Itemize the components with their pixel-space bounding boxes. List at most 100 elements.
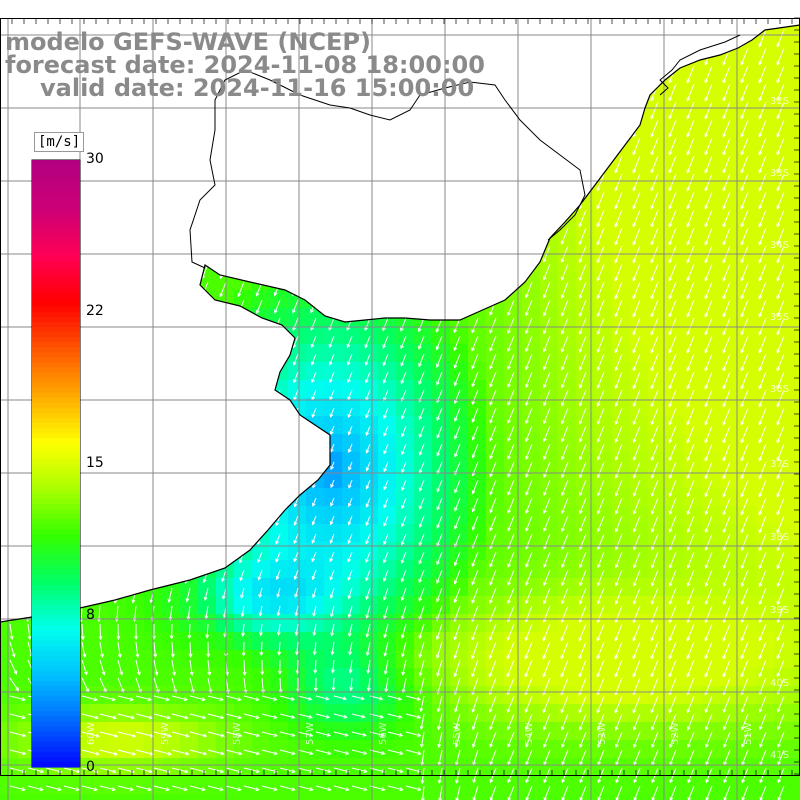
colorbar-step [32, 443, 80, 449]
wind-arrow [741, 713, 749, 731]
wind-arrow [365, 641, 371, 657]
wind-cell [558, 542, 577, 561]
wind-cell [522, 776, 541, 795]
wind-arrow [99, 641, 105, 659]
wind-arrow [668, 695, 677, 714]
wind-cell [270, 704, 289, 723]
wind-arrow [596, 209, 605, 228]
wind-cell [0, 740, 19, 759]
wind-arrow [333, 695, 347, 701]
wind-arrow [632, 695, 641, 714]
wind-arrow [704, 443, 713, 462]
colorbar-step [32, 564, 80, 571]
wind-cell [738, 380, 757, 399]
wind-cell [576, 794, 595, 800]
wind-cell [630, 272, 649, 291]
wind-arrow [81, 641, 87, 658]
wind-arrow [669, 731, 677, 749]
wind-cell [666, 326, 685, 345]
wind-cell [540, 452, 559, 471]
colorbar-step [32, 503, 80, 510]
wind-cell [738, 56, 757, 75]
wind-cell [108, 650, 127, 669]
wind-cell [612, 632, 631, 651]
wind-arrow [614, 497, 623, 515]
wind-arrow [312, 497, 317, 507]
lon-label: 55W [452, 722, 463, 745]
wind-cell [792, 290, 800, 309]
wind-arrow [740, 47, 749, 66]
wind-arrow [543, 425, 551, 443]
wind-cell [450, 686, 469, 705]
wind-arrow [489, 713, 497, 731]
wind-cell [702, 308, 721, 327]
wind-cell [774, 560, 793, 579]
wind-cell [792, 650, 800, 669]
wind-cell [378, 794, 397, 800]
wind-arrow [507, 335, 515, 352]
wind-cell [792, 704, 800, 723]
wind-cell [738, 686, 757, 705]
wind-cell [486, 380, 505, 399]
wind-arrow [632, 425, 641, 444]
wind-cell [792, 128, 800, 147]
colorbar-step [32, 453, 80, 460]
wind-arrow [740, 83, 749, 102]
wind-arrow [507, 299, 515, 317]
wind-arrow [722, 263, 731, 282]
wind-arrow [740, 605, 749, 624]
wind-arrow [740, 407, 749, 426]
wind-cell [432, 488, 451, 507]
wind-arrow [365, 533, 371, 545]
wind-cell [306, 362, 325, 381]
wind-cell [630, 308, 649, 327]
wind-arrow [686, 623, 695, 642]
wind-arrow [758, 533, 767, 552]
wind-arrow [489, 515, 497, 532]
wind-arrow [347, 515, 353, 526]
wind-arrow [686, 209, 695, 228]
lat-label: 34S [770, 240, 790, 251]
wind-cell [468, 596, 487, 615]
wind-cell [792, 200, 800, 219]
wind-cell [126, 776, 145, 795]
wind-arrow [346, 353, 353, 366]
wind-cell [450, 380, 469, 399]
wind-arrow [543, 443, 551, 461]
wind-cell [432, 686, 451, 705]
wind-arrow [561, 443, 569, 461]
colorbar-step [32, 488, 80, 495]
wind-arrow [258, 623, 263, 637]
wind-cell [306, 776, 325, 795]
wind-cell [0, 650, 19, 669]
wind-arrow [365, 623, 371, 638]
wind-cell [558, 740, 577, 759]
colorbar [32, 160, 80, 768]
wind-cell [486, 434, 505, 453]
wind-arrow [489, 407, 497, 424]
colorbar-tick: 8 [86, 607, 95, 623]
wind-arrow [525, 785, 533, 800]
wind-cell [90, 650, 109, 669]
wind-arrow [650, 281, 659, 300]
wind-arrow [351, 731, 367, 737]
wind-cell [792, 506, 800, 525]
wind-cell [792, 524, 800, 543]
wind-arrow [9, 749, 27, 756]
wind-arrow [722, 587, 731, 606]
wind-cell [756, 110, 775, 129]
lat-label: 40S [770, 678, 790, 689]
wind-arrow [704, 371, 713, 390]
colorbar-step [32, 367, 80, 374]
wind-arrow [776, 263, 785, 282]
wind-cell [360, 452, 379, 471]
wind-cell [702, 146, 721, 165]
wind-cell [720, 434, 739, 453]
wind-cell [468, 722, 487, 741]
wind-arrow [578, 371, 587, 389]
wind-cell [468, 704, 487, 723]
wind-arrow [365, 407, 371, 419]
wind-arrow [740, 425, 749, 444]
colorbar-step [32, 640, 80, 647]
wind-cell [432, 416, 451, 435]
